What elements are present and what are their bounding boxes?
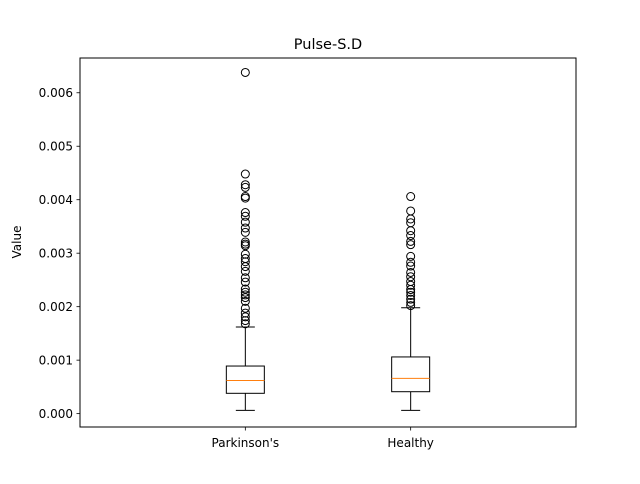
box-series — [225, 67, 431, 411]
outlier-point — [240, 319, 250, 329]
outlier-point — [406, 290, 416, 300]
outlier-point — [240, 290, 250, 300]
outlier-point — [240, 180, 250, 190]
outlier-point — [406, 297, 416, 307]
outlier-point — [240, 227, 250, 237]
outlier-point — [406, 257, 416, 267]
y-tick-label: 0.005 — [39, 140, 73, 154]
outlier-point — [240, 273, 250, 283]
outlier-point — [406, 267, 416, 277]
outlier-point — [406, 226, 416, 236]
y-tick-label: 0.006 — [39, 86, 73, 100]
outlier-point — [240, 303, 250, 313]
box — [225, 365, 265, 394]
outlier-point — [406, 261, 416, 271]
outlier-point — [406, 192, 416, 202]
outlier-point — [240, 249, 250, 259]
outlier-point — [240, 223, 250, 233]
y-tick-label: 0.003 — [39, 246, 73, 260]
y-tick-label: 0.002 — [39, 300, 73, 314]
outlier-point — [240, 169, 250, 179]
outlier-point — [240, 182, 250, 192]
outlier-point — [240, 316, 250, 326]
chart-title: Pulse-S.D — [294, 37, 362, 53]
outlier-point — [406, 301, 416, 311]
y-tick-label: 0.004 — [39, 193, 73, 207]
y-axis: 0.000 0.001 0.002 0.003 0.004 0.005 0.006 — [39, 86, 80, 421]
outlier-point — [240, 296, 250, 306]
box-group — [391, 192, 431, 411]
y-axis-label: Value — [10, 226, 24, 259]
outlier-point — [240, 293, 250, 303]
y-tick-label: 0.001 — [39, 353, 73, 367]
box-group — [225, 67, 265, 411]
outlier-point — [240, 193, 250, 203]
outlier-point — [240, 237, 250, 247]
outlier-point — [406, 214, 416, 224]
outlier-point — [240, 67, 250, 77]
y-tick-label: 0.000 — [39, 407, 73, 421]
outlier-point — [240, 277, 250, 287]
outlier-point — [240, 284, 250, 294]
outlier-point — [406, 287, 416, 297]
outlier-point — [406, 240, 416, 250]
outlier-point — [406, 236, 416, 246]
x-tick-label: Healthy — [387, 436, 434, 450]
outlier-point — [406, 280, 416, 290]
outlier-point — [406, 231, 416, 241]
outlier-point — [240, 211, 250, 221]
outlier-point — [240, 208, 250, 218]
outlier-point — [240, 257, 250, 267]
x-tick-label: Parkinson's — [212, 436, 280, 450]
outlier-point — [406, 251, 416, 261]
outlier-point — [406, 272, 416, 282]
outlier-point — [240, 241, 250, 251]
outlier-point — [406, 294, 416, 304]
outlier-point — [240, 312, 250, 322]
outlier-point — [406, 285, 416, 295]
x-axis: Parkinson's Healthy — [212, 427, 434, 450]
outlier-point — [240, 217, 250, 227]
outlier-point — [240, 262, 250, 272]
outlier-point — [240, 266, 250, 276]
plot-frame — [79, 57, 577, 428]
box — [391, 356, 431, 393]
outlier-point — [240, 287, 250, 297]
outlier-point — [240, 308, 250, 318]
